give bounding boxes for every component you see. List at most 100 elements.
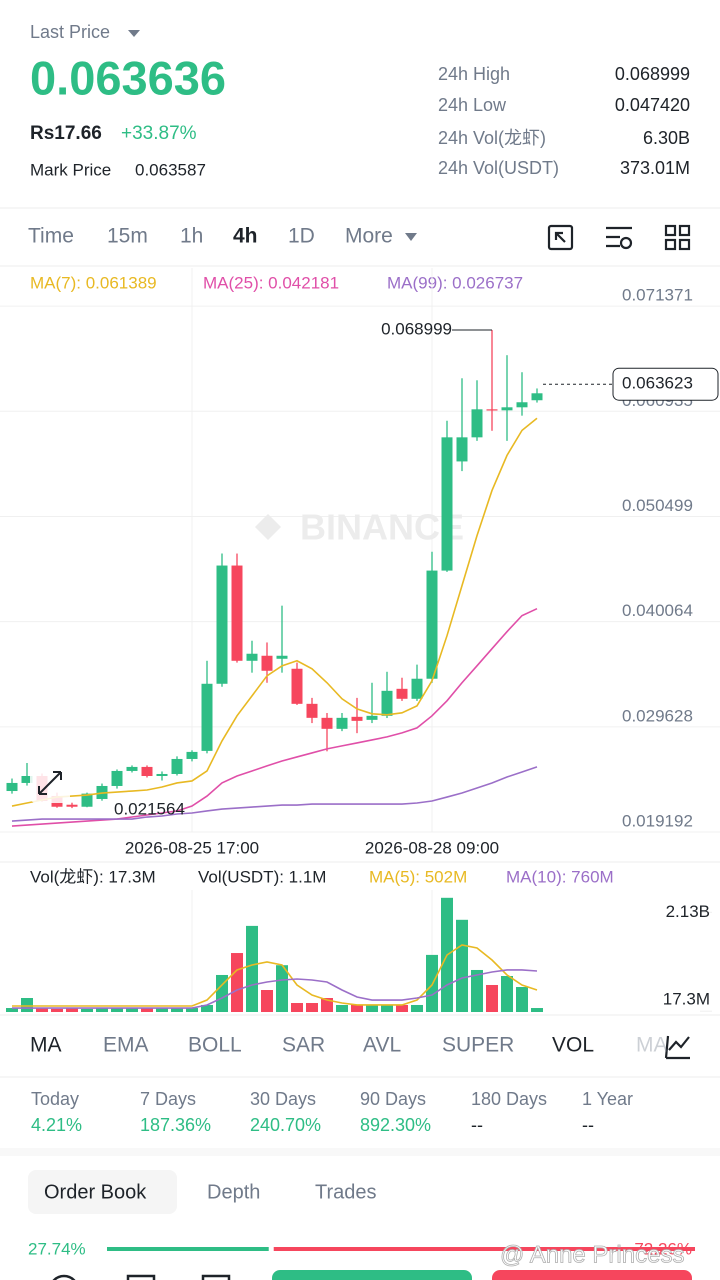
- buy-ratio-bar: [107, 1247, 269, 1251]
- volume-bar: [381, 1004, 393, 1012]
- candle-body: [201, 683, 213, 751]
- candle-body: [426, 570, 438, 679]
- candle-body: [261, 655, 273, 671]
- candle-body: [66, 804, 78, 807]
- volume-bar: [396, 1004, 408, 1012]
- plot-area: BINANCE: [6, 330, 543, 827]
- volume-ma-line: [12, 969, 538, 1009]
- volume-bar: [66, 1008, 78, 1012]
- time-tab[interactable]: 1D: [288, 225, 315, 248]
- mark-price: 0.063587: [135, 160, 206, 179]
- volume-bar: [231, 953, 243, 1012]
- volume-bar: [246, 925, 258, 1012]
- volume-bar: [36, 1008, 48, 1012]
- period-value: 187.36%: [140, 1115, 211, 1135]
- period-value: --: [582, 1115, 594, 1135]
- candle-body: [126, 766, 138, 771]
- indicator-tab[interactable]: BOLL: [188, 1034, 242, 1057]
- volume-bar: [51, 1009, 63, 1012]
- volume-bar: [141, 1008, 153, 1012]
- stat-value: 373.01M: [620, 158, 690, 178]
- ma-legend: MA(25): 0.042181: [203, 273, 339, 292]
- candle-body: [501, 407, 513, 411]
- sell-button[interactable]: [492, 1270, 692, 1280]
- candle-body: [351, 716, 363, 721]
- time-tab[interactable]: 15m: [107, 225, 148, 248]
- nav-icon[interactable]: [126, 1274, 156, 1280]
- time-tab[interactable]: More: [345, 225, 393, 248]
- y-tick-label: 0.071371: [622, 286, 693, 305]
- ma-line: [11, 417, 538, 807]
- volume-bar: [126, 1008, 138, 1012]
- candle-body: [171, 758, 183, 774]
- candle-body: [81, 793, 93, 807]
- time-tab[interactable]: 1h: [180, 225, 203, 248]
- candle-body: [276, 655, 288, 659]
- candle-body: [336, 717, 348, 729]
- indicator-tab[interactable]: MA: [30, 1034, 62, 1057]
- ma-legend: MA(99): 0.026737: [387, 273, 523, 292]
- volume-tick-label: 2.13B: [666, 902, 710, 921]
- ma-line: [11, 766, 538, 822]
- stat-label: 24h Low: [438, 95, 507, 115]
- volume-ma-line: [12, 944, 538, 1007]
- last-price: 0.063636: [30, 51, 226, 104]
- volume-bar: [471, 969, 483, 1012]
- tab-pill[interactable]: [28, 1170, 177, 1214]
- volume-bar: [111, 1008, 123, 1012]
- book-tab[interactable]: Order Book: [44, 1181, 147, 1203]
- candle-body: [486, 409, 498, 411]
- time-tab[interactable]: Time: [28, 225, 74, 248]
- indicator-tab[interactable]: EMA: [103, 1034, 149, 1057]
- candle-body: [441, 437, 453, 571]
- volume-bar: [501, 976, 513, 1012]
- volume-bar: [6, 1008, 18, 1012]
- volume-legend: MA(5): 502M: [369, 867, 467, 886]
- indicator-settings-icon[interactable]: [664, 1035, 690, 1060]
- sell-ratio-bar: [273, 1247, 695, 1251]
- y-tick-label: 0.029628: [622, 706, 693, 725]
- indicator-tab[interactable]: AVL: [363, 1034, 401, 1057]
- volume-bar: [201, 1004, 213, 1012]
- volume-bar: [171, 1008, 183, 1012]
- volume-legend: MA(10): 760M: [506, 867, 614, 886]
- candle-body: [381, 690, 393, 716]
- toolbar-icons[interactable]: [547, 224, 691, 251]
- x-tick-label: 2026-08-25 17:00: [125, 838, 259, 857]
- low-marker: 0.021564: [114, 800, 185, 819]
- book-tab[interactable]: Trades: [315, 1181, 377, 1203]
- x-tick-label: 2026-08-28 09:00: [365, 838, 499, 857]
- nav-icon[interactable]: [201, 1274, 231, 1280]
- period-label: 180 Days: [471, 1089, 547, 1109]
- volume-bar: [276, 965, 288, 1012]
- candle-body: [516, 402, 528, 408]
- last-price-label[interactable]: Last Price: [30, 22, 110, 42]
- dropdown-icon[interactable]: [128, 30, 140, 37]
- book-tab[interactable]: Depth: [207, 1181, 260, 1203]
- stat-label: 24h High: [438, 64, 510, 84]
- period-label: 7 Days: [140, 1089, 196, 1109]
- watermark: BINANCE: [300, 507, 464, 548]
- candle-body: [321, 717, 333, 729]
- volume-bar: [81, 1009, 93, 1012]
- candle-body: [231, 565, 243, 661]
- candle-body: [21, 775, 33, 783]
- dropdown-icon[interactable]: [405, 233, 417, 241]
- candle-body: [396, 688, 408, 699]
- candle-body: [141, 766, 153, 776]
- indicator-tab[interactable]: SUPER: [442, 1034, 514, 1057]
- nav-icon[interactable]: [50, 1274, 78, 1280]
- indicator-tab[interactable]: VOL: [552, 1034, 594, 1057]
- indicator-tab[interactable]: MA: [636, 1034, 668, 1057]
- candle-body: [111, 770, 123, 786]
- period-value: 4.21%: [31, 1115, 82, 1135]
- current-price-box: [612, 367, 719, 401]
- volume-bar: [351, 1004, 363, 1012]
- buy-button[interactable]: [272, 1270, 472, 1280]
- volume-bar: [291, 1003, 303, 1012]
- expand-icon[interactable]: [38, 771, 62, 795]
- candle-body: [6, 782, 18, 792]
- indicator-tab[interactable]: SAR: [282, 1034, 325, 1057]
- time-tab[interactable]: 4h: [233, 225, 258, 248]
